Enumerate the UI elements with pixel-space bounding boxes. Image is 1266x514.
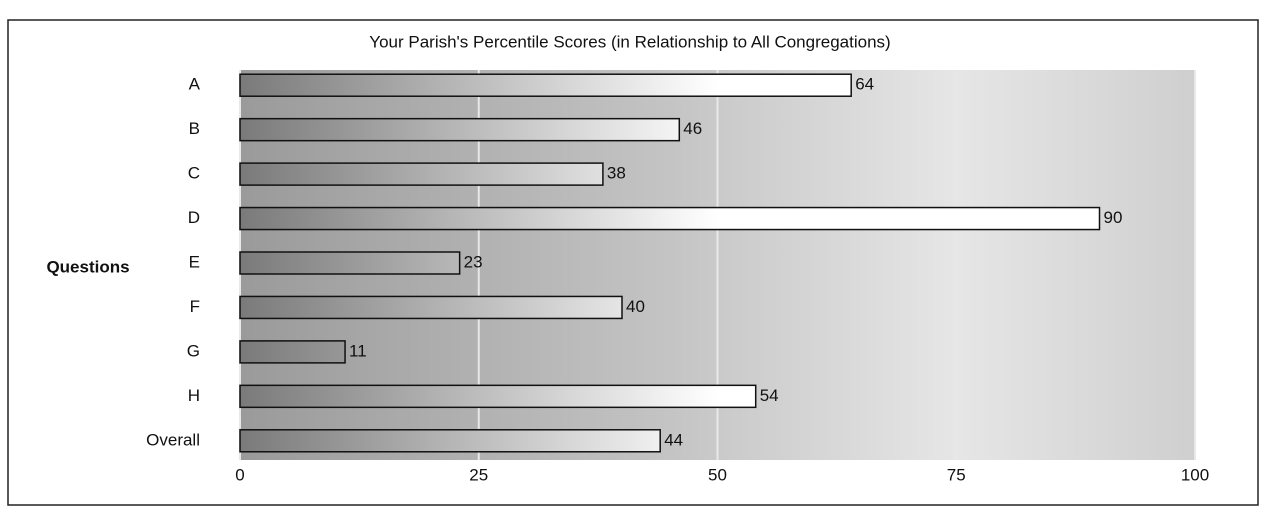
x-tick-label: 100 <box>1181 465 1209 484</box>
value-label: 46 <box>683 119 702 138</box>
y-tick-label: F <box>190 297 200 316</box>
bar <box>239 206 1101 231</box>
y-tick-label: D <box>188 208 200 227</box>
y-tick-label: Overall <box>146 430 200 449</box>
y-axis-label: Questions <box>46 257 129 276</box>
y-tick-label: G <box>187 341 200 360</box>
y-tick-label: E <box>189 252 200 271</box>
bar <box>239 384 757 409</box>
bar <box>239 162 604 186</box>
bar <box>239 429 661 453</box>
value-label: 38 <box>607 164 626 183</box>
bar <box>239 117 681 142</box>
x-tick-label: 75 <box>947 465 966 484</box>
x-tick-label: 25 <box>469 465 488 484</box>
y-tick-label: C <box>188 164 200 183</box>
y-tick-label: H <box>188 386 200 405</box>
bar <box>239 73 852 97</box>
value-label: 90 <box>1104 208 1123 227</box>
x-tick-label: 50 <box>708 465 727 484</box>
bar <box>239 340 346 364</box>
bar <box>239 295 623 320</box>
value-label: 54 <box>760 386 779 405</box>
value-label: 11 <box>349 341 367 360</box>
value-label: 64 <box>855 75 874 94</box>
y-tick-label: B <box>189 119 200 138</box>
value-label: 40 <box>626 297 645 316</box>
value-label: 23 <box>464 252 483 271</box>
y-tick-label: A <box>189 75 201 94</box>
bar <box>239 251 461 275</box>
value-label: 44 <box>664 430 683 449</box>
chart-title: Your Parish's Percentile Scores (in Rela… <box>369 32 890 51</box>
x-tick-label: 0 <box>235 465 244 484</box>
